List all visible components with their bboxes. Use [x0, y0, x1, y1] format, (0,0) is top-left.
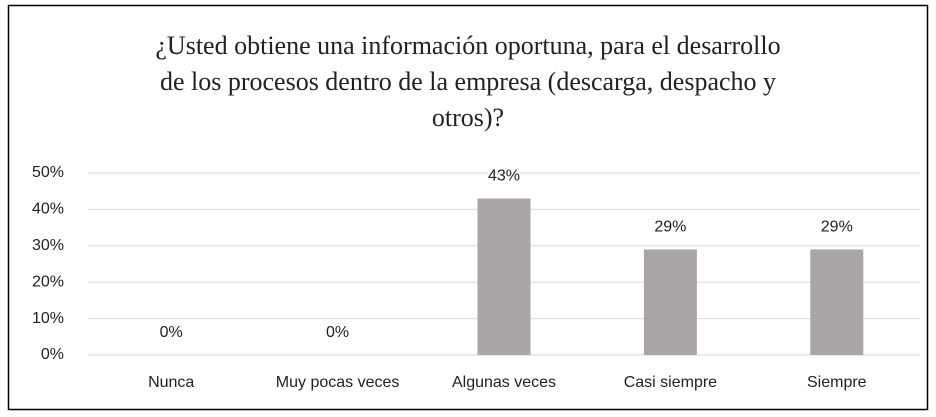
chart-title: ¿Usted obtiene una información oportuna,… — [155, 31, 781, 132]
y-tick-label: 50% — [32, 164, 64, 181]
bar — [643, 249, 697, 355]
data-label: 29% — [654, 219, 686, 236]
x-tick-label: Nunca — [148, 374, 194, 391]
y-tick-label: 30% — [32, 237, 64, 254]
data-label: 0% — [160, 324, 183, 341]
y-tick-label: 40% — [32, 201, 64, 218]
data-label: 43% — [488, 168, 520, 185]
y-tick-label: 10% — [32, 310, 64, 327]
data-label: 0% — [326, 324, 349, 341]
x-tick-label: Algunas veces — [452, 374, 556, 391]
data-label: 29% — [821, 219, 853, 236]
x-tick-label: Muy pocas veces — [276, 374, 400, 391]
y-tick-label: 20% — [32, 273, 64, 290]
x-tick-label: Siempre — [807, 374, 867, 391]
y-tick-label: 0% — [41, 346, 64, 363]
x-tick-label: Casi siempre — [624, 374, 717, 391]
bar — [477, 198, 531, 355]
frame — [7, 4, 929, 411]
bar — [810, 249, 864, 355]
